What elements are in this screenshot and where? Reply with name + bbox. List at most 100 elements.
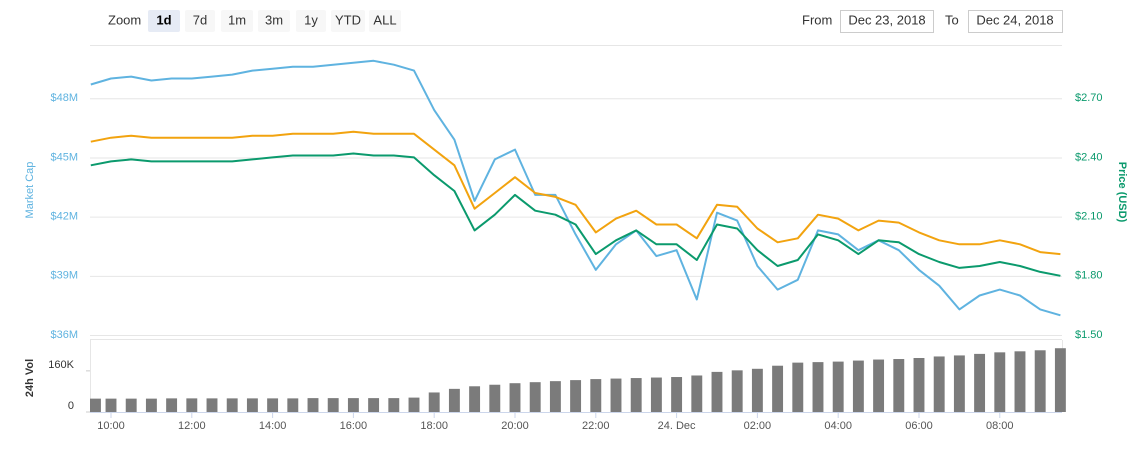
- volume-bar: [509, 383, 521, 412]
- volume-bar: [469, 386, 481, 412]
- volume-bar: [630, 378, 642, 412]
- volume-bar: [1014, 351, 1026, 412]
- y2-tick-label: $2.40: [1075, 151, 1103, 163]
- volume-bar: [489, 384, 501, 412]
- zoom-button-bg[interactable]: [148, 10, 180, 32]
- volume-bar: [812, 362, 824, 412]
- volume-bar: [994, 352, 1006, 412]
- volume-bar: [832, 361, 844, 412]
- zoom-button-bg[interactable]: [369, 10, 401, 32]
- y2-tick-label: $2.70: [1075, 92, 1103, 104]
- zoom-label: Zoom: [108, 12, 141, 27]
- volume-bar: [145, 398, 157, 412]
- volume-bar: [206, 398, 218, 412]
- y-tick-label: 160K: [48, 359, 74, 371]
- x-tick-label: 14:00: [259, 420, 287, 432]
- y2-axis-title: Price (USD): [1116, 162, 1128, 223]
- volume-bar: [166, 398, 178, 412]
- x-tick-label: 04:00: [824, 420, 852, 432]
- volume-bar: [186, 398, 198, 412]
- y2-tick-label: $2.10: [1075, 211, 1103, 223]
- volume-bar: [610, 378, 622, 412]
- volume-bar: [873, 359, 885, 412]
- volume-bar: [90, 398, 101, 412]
- volume-bar: [852, 360, 864, 412]
- volume-bar: [913, 358, 925, 412]
- y-tick-label: $42M: [50, 211, 78, 223]
- volume-bar: [953, 355, 965, 412]
- x-tick-label: 18:00: [420, 420, 448, 432]
- y-axis-title: Market Cap: [24, 162, 36, 219]
- volume-bar: [711, 371, 723, 412]
- volume-bar: [590, 379, 602, 412]
- volume-bar: [408, 397, 420, 412]
- y-tick-label: $48M: [50, 92, 78, 104]
- zoom-button[interactable]: 1y: [304, 12, 318, 27]
- zoom-button-bg[interactable]: [185, 10, 215, 32]
- volume-bar: [287, 398, 299, 412]
- series-line: [90, 152, 1061, 277]
- volume-bar: [226, 398, 238, 412]
- series-line: [90, 130, 1061, 256]
- y-tick-label: 0: [68, 400, 74, 412]
- x-tick-label: 02:00: [744, 420, 772, 432]
- volume-bar: [246, 398, 258, 412]
- x-tick-label: 16:00: [340, 420, 368, 432]
- zoom-button[interactable]: YTD: [335, 12, 361, 27]
- to-value[interactable]: Dec 24, 2018: [976, 12, 1053, 27]
- zoom-button[interactable]: 7d: [193, 12, 207, 27]
- volume-bar: [691, 375, 703, 412]
- volume-bar: [671, 377, 683, 412]
- volume-bar: [529, 382, 541, 412]
- x-tick-label: 10:00: [97, 420, 125, 432]
- volume-axis-title: 24h Vol: [24, 359, 36, 397]
- y2-tick-label: $1.50: [1075, 329, 1103, 341]
- zoom-button-bg[interactable]: [296, 10, 326, 32]
- volume-bar: [307, 398, 319, 412]
- volume-bar: [933, 356, 945, 412]
- y-tick-label: $45M: [50, 151, 78, 163]
- zoom-button[interactable]: 3m: [265, 12, 283, 27]
- volume-bar: [792, 362, 804, 412]
- volume-bar: [428, 392, 440, 412]
- volume-bar: [1034, 350, 1046, 412]
- x-tick-label: 08:00: [986, 420, 1014, 432]
- volume-bar: [327, 398, 339, 412]
- volume-bar: [388, 398, 400, 412]
- y-tick-label: $39M: [50, 270, 78, 282]
- from-value[interactable]: Dec 23, 2018: [848, 12, 925, 27]
- volume-bar: [731, 370, 743, 412]
- volume-bar: [368, 398, 380, 412]
- volume-bar: [570, 380, 582, 412]
- volume-bar: [772, 365, 784, 412]
- volume-bar: [125, 398, 137, 412]
- volume-bar: [974, 353, 986, 412]
- y-tick-label: $36M: [50, 329, 78, 341]
- x-tick-label: 22:00: [582, 420, 610, 432]
- from-label: From: [802, 12, 832, 27]
- volume-bar: [1054, 348, 1066, 412]
- series-line: [90, 59, 1061, 317]
- zoom-button-bg[interactable]: [331, 10, 365, 32]
- volume-bar: [448, 388, 460, 412]
- volume-bar: [347, 398, 359, 412]
- volume-bar: [650, 377, 662, 412]
- from-input[interactable]: [840, 10, 934, 33]
- volume-bar: [105, 398, 117, 412]
- zoom-button-bg[interactable]: [221, 10, 253, 32]
- volume-bar: [893, 359, 905, 412]
- volume-bar: [549, 381, 561, 412]
- to-input[interactable]: [968, 10, 1063, 33]
- x-tick-label: 06:00: [905, 420, 933, 432]
- to-label: To: [945, 12, 959, 27]
- volume-bar: [267, 398, 279, 412]
- y2-tick-label: $1.80: [1075, 270, 1103, 282]
- zoom-button[interactable]: 1d: [156, 12, 171, 27]
- zoom-button[interactable]: 1m: [228, 12, 246, 27]
- x-tick-label: 12:00: [178, 420, 206, 432]
- zoom-button[interactable]: ALL: [373, 12, 396, 27]
- zoom-button-bg[interactable]: [258, 10, 290, 32]
- x-tick-label: 24. Dec: [658, 420, 696, 432]
